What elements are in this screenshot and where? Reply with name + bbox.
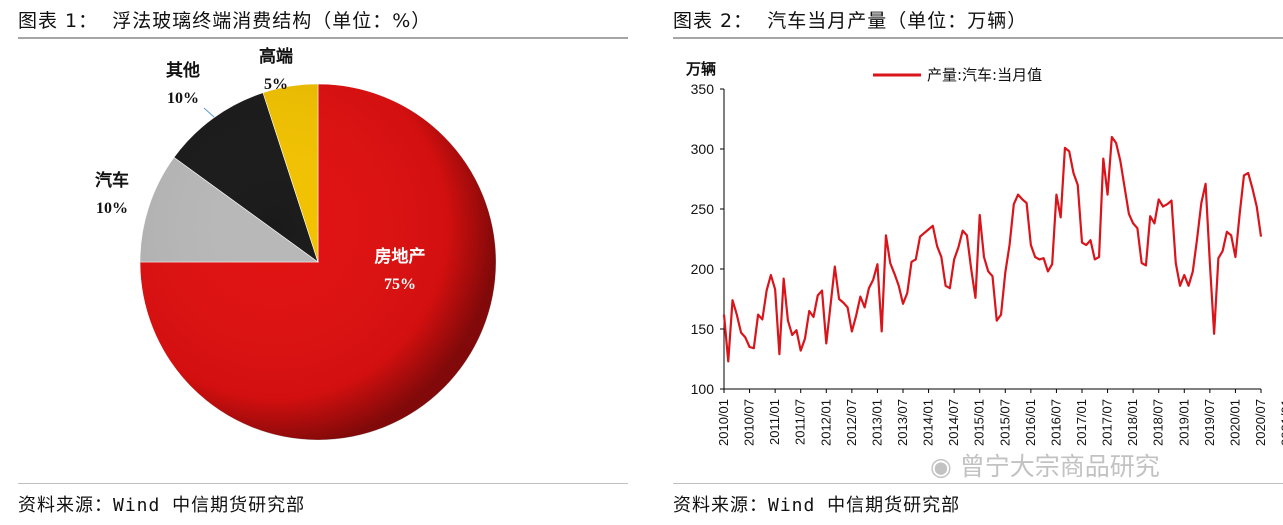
x-tick-label: 2013/07 <box>895 399 910 446</box>
x-tick-label: 2015/07 <box>997 399 1012 446</box>
leader-line <box>203 107 215 118</box>
y-tick-label: 200 <box>691 261 715 277</box>
figure-title: 图表 2： 汽车当月产量（单位：万辆） <box>673 10 1028 32</box>
slice-value-label: 10% <box>96 200 128 217</box>
x-tick-label: 2019/01 <box>1176 399 1191 446</box>
x-tick-label: 2010/07 <box>742 399 757 446</box>
watermark-text: 曾宁大宗商品研究 <box>959 452 1160 481</box>
title-divider <box>18 37 628 39</box>
x-tick-label: 2014/07 <box>946 399 961 446</box>
x-tick-label: 2017/01 <box>1074 399 1089 446</box>
source-divider <box>18 483 628 484</box>
slice-name-label: 汽车 <box>95 170 129 191</box>
watermark: ◉ 曾宁大宗商品研究 <box>930 447 1160 483</box>
x-tick-label: 2016/01 <box>1023 399 1038 446</box>
y-tick-label: 300 <box>691 141 715 157</box>
x-tick-label: 2019/07 <box>1202 399 1217 446</box>
x-tick-label: 2011/07 <box>793 399 808 445</box>
slice-name-label: 高端 <box>259 46 293 67</box>
slice-name-label: 房地产 <box>375 246 426 267</box>
slice-value-label: 10% <box>167 90 199 107</box>
source-note: 资料来源：Wind 中信期货研究部 <box>673 495 961 516</box>
wechat-icon: ◉ <box>930 452 952 481</box>
x-tick-label: 2020/01 <box>1227 399 1242 446</box>
y-tick-label: 350 <box>691 81 715 97</box>
x-tick-label: 2015/01 <box>972 399 987 446</box>
x-tick-label: 2016/07 <box>1048 399 1063 446</box>
slice-name-label: 其他 <box>166 60 200 81</box>
x-tick-label: 2018/07 <box>1151 399 1166 446</box>
y-tick-label: 100 <box>691 381 715 397</box>
x-tick-label: 2020/07 <box>1253 399 1268 446</box>
line-figure-panel: 图表 2： 汽车当月产量（单位：万辆） 100 150 200 250 300 350 万辆… <box>655 0 1283 525</box>
pie-figure-panel: 图表 1： 浮法玻璃终端消费结构（单位：%） 房地产 75% 汽车 10% 其他 10% 高… <box>0 0 628 525</box>
x-tick-label: 2017/07 <box>1100 399 1115 446</box>
y-tick-label: 250 <box>691 201 715 217</box>
legend-label: 产量:汽车:当月值 <box>927 66 1042 84</box>
source-divider <box>673 483 1283 484</box>
pie-chart: 房地产 75% 汽车 10% 其他 10% 高端 5% <box>95 46 497 441</box>
title-divider <box>673 37 1283 39</box>
x-tick-label: 2021/01 <box>1279 399 1283 446</box>
x-tick-label: 2018/01 <box>1125 399 1140 446</box>
x-tick-label: 2012/07 <box>844 399 859 446</box>
slice-value-label: 75% <box>384 276 416 293</box>
x-tick-label: 2014/01 <box>921 399 936 446</box>
y-tick-label: 150 <box>691 321 715 337</box>
x-tick-label: 2010/01 <box>716 399 731 446</box>
y-axis-unit: 万辆 <box>685 60 716 78</box>
slice-value-label: 5% <box>264 76 288 93</box>
x-tick-label: 2012/01 <box>818 399 833 446</box>
line-chart: 100 150 200 250 300 350 万辆 2010/01 2010/07 2011/0… <box>685 60 1283 446</box>
figure-title: 图表 1： 浮法玻璃终端消费结构（单位：%） <box>18 10 432 32</box>
x-tick-label: 2013/01 <box>869 399 884 446</box>
source-note: 资料来源：Wind 中信期货研究部 <box>18 495 306 516</box>
series-line-auto-production <box>722 135 1263 363</box>
x-tick-label: 2011/01 <box>767 399 782 445</box>
